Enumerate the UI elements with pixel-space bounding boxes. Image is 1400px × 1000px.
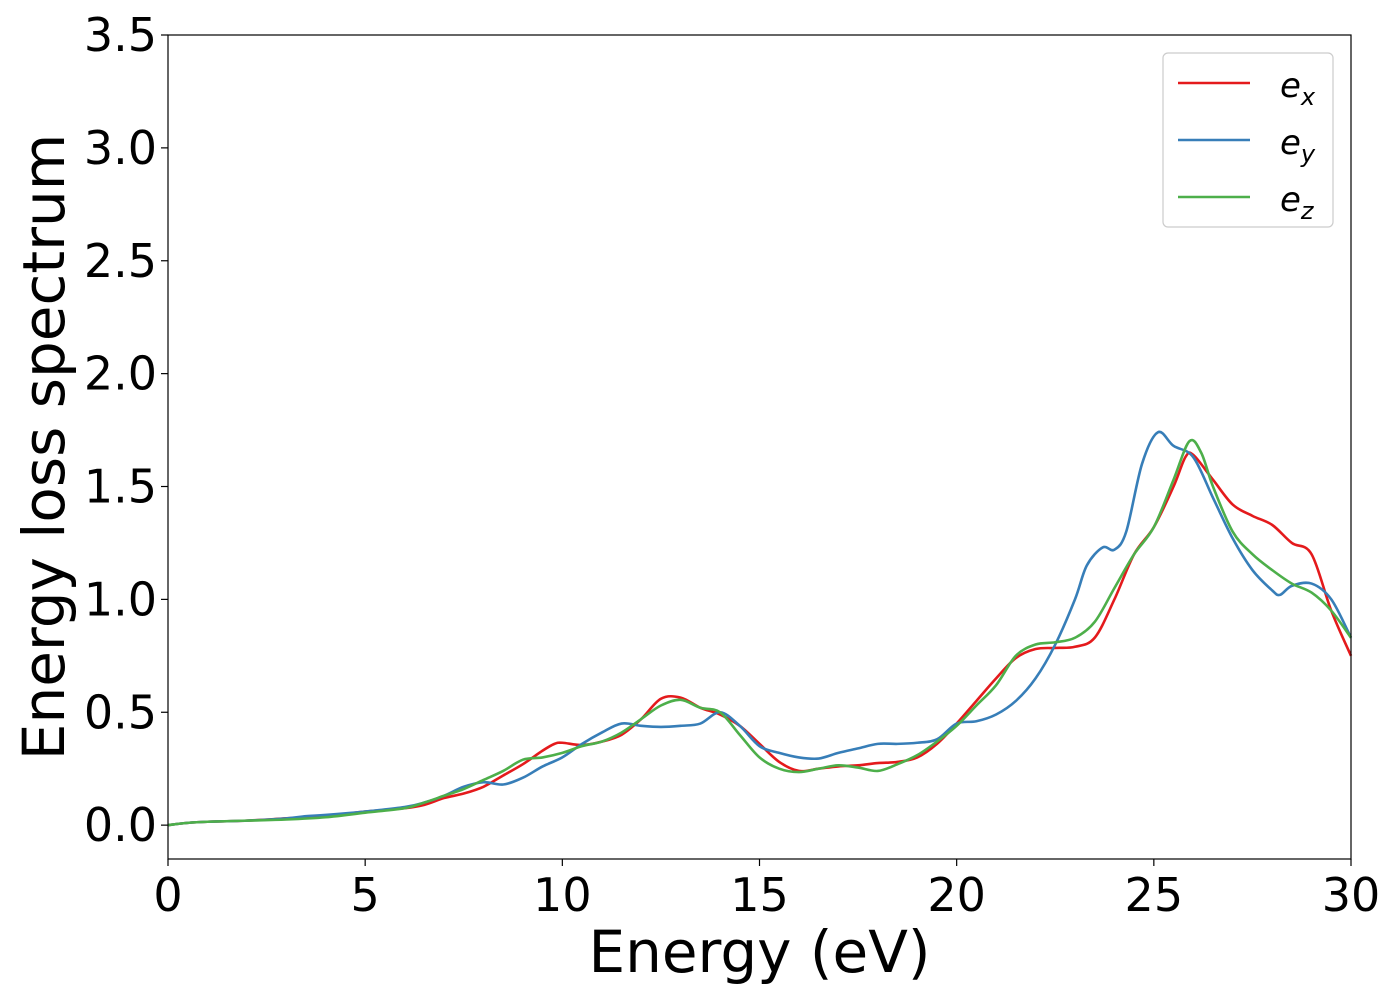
y-axis: 0.0 0.5 1.0 1.5 2.0 2.5 3.0 3.5 bbox=[84, 8, 168, 852]
y-tick-label: 3.0 bbox=[84, 121, 157, 175]
y-tick-label: 0.5 bbox=[84, 685, 157, 739]
legend-label: ex bbox=[1280, 66, 1316, 111]
legend: ex ey ez bbox=[1162, 52, 1334, 228]
x-tick-label: 30 bbox=[1322, 868, 1381, 922]
x-tick-label: 20 bbox=[927, 868, 986, 922]
series-line-ez bbox=[167, 438, 1353, 827]
y-tick-label: 1.5 bbox=[84, 460, 157, 514]
series-layer bbox=[167, 430, 1353, 827]
x-tick-label: 10 bbox=[533, 868, 592, 922]
y-tick-label: 2.0 bbox=[84, 347, 157, 401]
y-tick-label: 2.5 bbox=[84, 234, 157, 288]
legend-label: ey bbox=[1280, 123, 1316, 168]
x-axis-label: Energy (eV) bbox=[588, 918, 930, 986]
x-tick-label: 15 bbox=[730, 868, 789, 922]
y-axis-label: Energy loss spectrum bbox=[10, 134, 78, 760]
y-tick-label: 1.0 bbox=[84, 572, 157, 626]
legend-label: ez bbox=[1280, 180, 1315, 225]
y-tick-label: 0.0 bbox=[84, 798, 157, 852]
x-tick-label: 5 bbox=[351, 868, 380, 922]
x-tick-label: 25 bbox=[1125, 868, 1184, 922]
x-axis: 0 5 10 15 20 25 30 bbox=[153, 859, 1380, 922]
x-tick-label: 0 bbox=[153, 868, 182, 922]
y-tick-label: 3.5 bbox=[84, 8, 157, 62]
